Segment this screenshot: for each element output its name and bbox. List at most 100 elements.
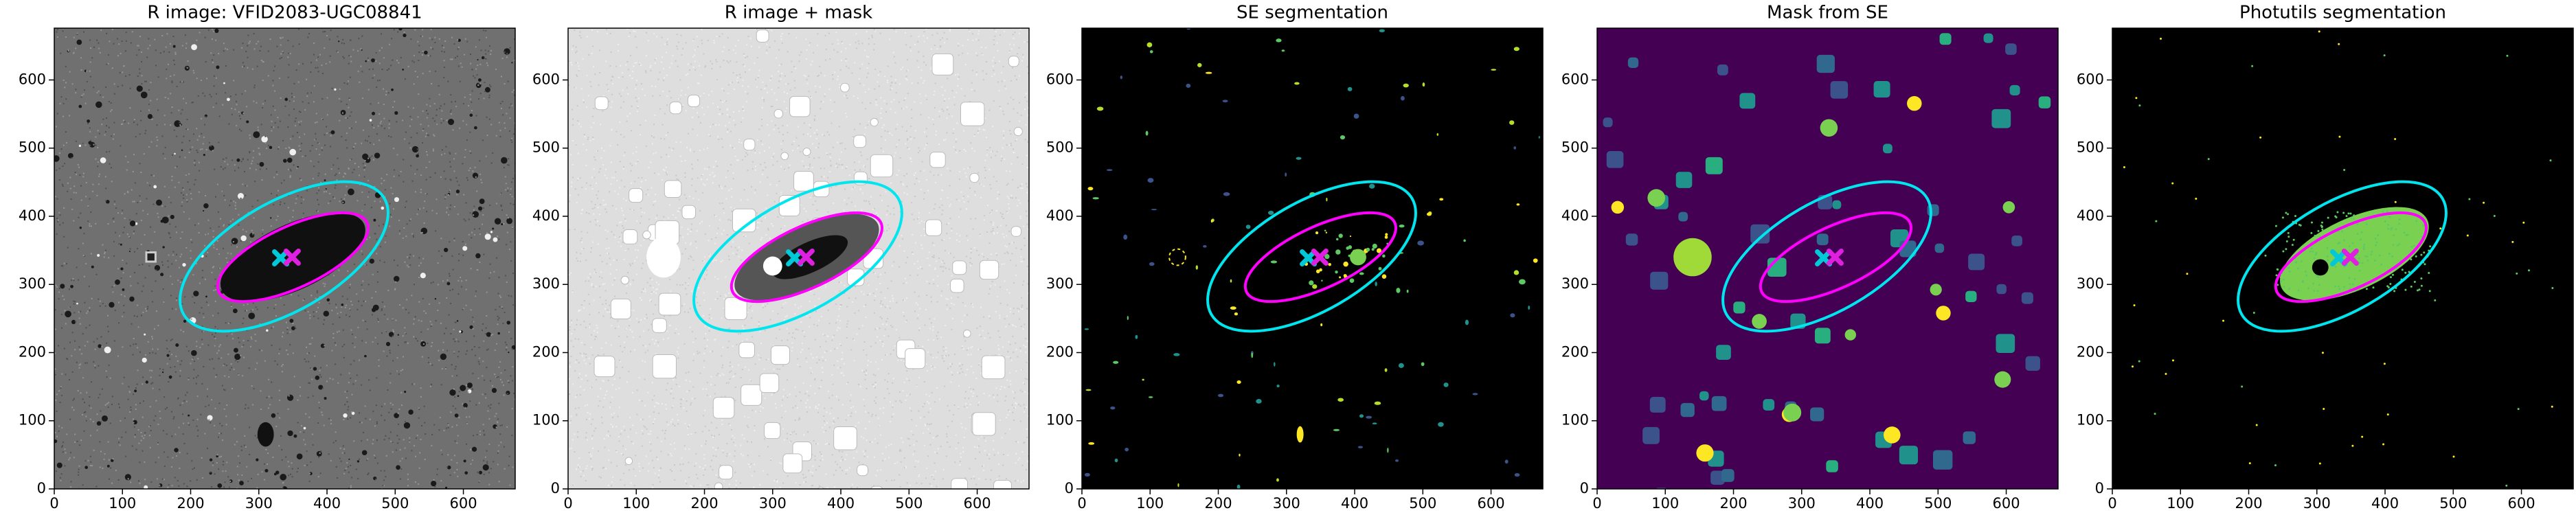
x-tick-label: 400 xyxy=(1341,495,1368,512)
x-tick-label: 400 xyxy=(2371,495,2399,512)
x-tick-label: 200 xyxy=(2235,495,2262,512)
x-tick-label: 100 xyxy=(622,495,650,512)
x-tick-label: 400 xyxy=(1856,495,1884,512)
ellipse-aperture xyxy=(2237,180,2448,333)
y-tick-label: 0 xyxy=(2095,480,2104,496)
axes-frame xyxy=(1596,27,2059,490)
y-tick-label: 600 xyxy=(19,71,46,87)
panel: R image: VFID2083-UGC08841 0 100 200 300 400 5… xyxy=(19,3,516,512)
y-tick-label: 200 xyxy=(1561,343,1589,360)
y-tick-label: 400 xyxy=(1046,207,1074,224)
y-tick-label: 100 xyxy=(532,412,560,428)
image xyxy=(2112,28,2573,489)
image xyxy=(54,28,515,489)
x-tick-label: 500 xyxy=(2439,495,2467,512)
x-tick-label: 600 xyxy=(2508,495,2535,512)
y-tick-label: 200 xyxy=(1046,343,1074,360)
x-tick-label: 200 xyxy=(690,495,718,512)
panel-title: R image: VFID2083-UGC08841 xyxy=(147,3,422,23)
x-tick-label: 100 xyxy=(1651,495,1679,512)
y-tick-label: 500 xyxy=(1046,139,1074,156)
ellipse-aperture xyxy=(692,180,903,333)
panel: R image + mask 0 100 200 300 400 500 600 0 100 200… xyxy=(532,3,1030,512)
panel-title: Mask from SE xyxy=(1767,3,1888,23)
x-tick-label: 0 xyxy=(49,495,58,512)
x-tick-label: 600 xyxy=(964,495,991,512)
y-tick-label: 500 xyxy=(19,139,46,156)
axes-frame xyxy=(2112,27,2574,490)
axes-frame xyxy=(54,27,516,490)
y-tick-label: 500 xyxy=(532,139,560,156)
y-tick-label: 0 xyxy=(551,480,560,496)
image xyxy=(1082,28,1543,489)
x-tick-label: 300 xyxy=(1273,495,1300,512)
ellipse-aperture xyxy=(1206,180,1417,333)
axes-frame xyxy=(567,27,1030,490)
y-tick-label: 400 xyxy=(1561,207,1589,224)
y-tick-label: 600 xyxy=(1046,71,1074,87)
axes-frame xyxy=(1081,27,1544,490)
y-tick-label: 400 xyxy=(2077,207,2104,224)
x-tick-label: 500 xyxy=(1409,495,1436,512)
center-marker xyxy=(1311,249,1329,266)
x-tick-label: 0 xyxy=(1077,495,1086,512)
x-tick-label: 100 xyxy=(2167,495,2194,512)
panel-title: R image + mask xyxy=(725,3,873,23)
x-tick-label: 200 xyxy=(177,495,204,512)
y-tick-label: 200 xyxy=(532,343,560,360)
x-tick-label: 300 xyxy=(1788,495,1816,512)
y-tick-label: 0 xyxy=(37,480,46,496)
x-tick-label: 200 xyxy=(1719,495,1747,512)
y-tick-label: 200 xyxy=(2077,343,2104,360)
x-tick-label: 600 xyxy=(450,495,477,512)
y-tick-label: 500 xyxy=(2077,139,2104,156)
y-tick-label: 300 xyxy=(1561,275,1589,292)
x-tick-label: 600 xyxy=(1478,495,1505,512)
y-tick-label: 100 xyxy=(2077,412,2104,428)
y-tick-label: 100 xyxy=(19,412,46,428)
center-marker xyxy=(2341,249,2359,266)
y-tick-label: 0 xyxy=(1580,480,1589,496)
x-tick-label: 400 xyxy=(827,495,855,512)
y-tick-label: 500 xyxy=(1561,139,1589,156)
x-tick-label: 500 xyxy=(381,495,409,512)
x-tick-label: 600 xyxy=(1993,495,2020,512)
ellipse-aperture xyxy=(216,211,370,304)
ellipse-aperture xyxy=(730,211,884,304)
image xyxy=(568,28,1029,489)
y-tick-label: 300 xyxy=(2077,275,2104,292)
panel-title: Photutils segmentation xyxy=(2239,3,2446,23)
panel: Photutils segmentation 0 100 200 300 400 500 60… xyxy=(2077,3,2574,512)
x-tick-label: 500 xyxy=(1924,495,1952,512)
center-marker xyxy=(1826,249,1844,266)
x-tick-label: 0 xyxy=(1592,495,1601,512)
panel: Mask from SE 0 100 200 300 400 500 600 0 100 200 30… xyxy=(1561,3,2059,512)
x-tick-label: 200 xyxy=(1204,495,1232,512)
x-tick-label: 100 xyxy=(1136,495,1164,512)
y-tick-label: 300 xyxy=(19,275,46,292)
x-tick-label: 500 xyxy=(895,495,923,512)
ellipse-aperture xyxy=(1721,180,1932,333)
ellipse-aperture xyxy=(2274,211,2428,304)
panel: SE segmentation 0 100 200 300 400 500 600 0 100 20… xyxy=(1046,3,1544,512)
x-tick-label: 300 xyxy=(2303,495,2331,512)
y-tick-label: 600 xyxy=(1561,71,1589,87)
y-tick-label: 0 xyxy=(1065,480,1074,496)
x-tick-label: 300 xyxy=(759,495,787,512)
image xyxy=(1597,28,2058,489)
y-tick-label: 200 xyxy=(19,343,46,360)
y-tick-label: 400 xyxy=(19,207,46,224)
x-tick-label: 400 xyxy=(313,495,341,512)
y-tick-label: 100 xyxy=(1046,412,1074,428)
ellipse-aperture xyxy=(1243,211,1398,304)
center-marker xyxy=(283,249,301,266)
x-tick-label: 100 xyxy=(109,495,136,512)
panel-title: SE segmentation xyxy=(1236,3,1388,23)
center-marker xyxy=(797,249,815,266)
y-tick-label: 600 xyxy=(2077,71,2104,87)
y-tick-label: 600 xyxy=(532,71,560,87)
x-tick-label: 0 xyxy=(2108,495,2116,512)
y-tick-label: 300 xyxy=(532,275,560,292)
